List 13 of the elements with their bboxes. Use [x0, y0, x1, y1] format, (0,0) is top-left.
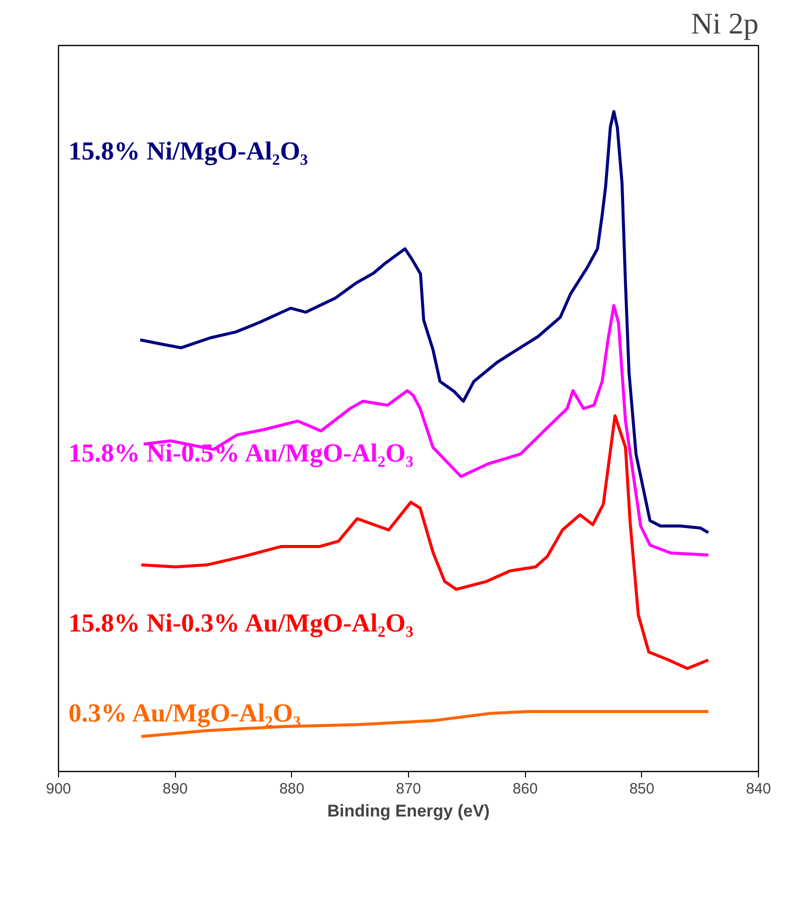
series-label: 15.8% Ni-0.5% Au/MgO-Al₂O₃	[68, 438, 414, 468]
series-label: 15.8% Ni-0.3% Au/MgO-Al₂O₃	[68, 608, 414, 638]
chart-title: Ni 2p	[691, 8, 758, 40]
x-tick-label: 880	[279, 780, 304, 798]
x-tick-label: 850	[629, 780, 654, 798]
x-tick-label: 870	[396, 780, 422, 798]
x-tick-label: 890	[162, 780, 188, 798]
x-axis-title: Binding Energy (eV)	[327, 802, 490, 820]
series-label: 0.3% Au/MgO-Al₂O₃	[68, 698, 301, 728]
x-tick-label: 900	[46, 780, 72, 798]
text: 15.8% Ni/MgO-Al₂O₃	[68, 136, 308, 166]
x-tick-label: 860	[512, 780, 538, 798]
x-tick-label: 840	[746, 780, 772, 798]
